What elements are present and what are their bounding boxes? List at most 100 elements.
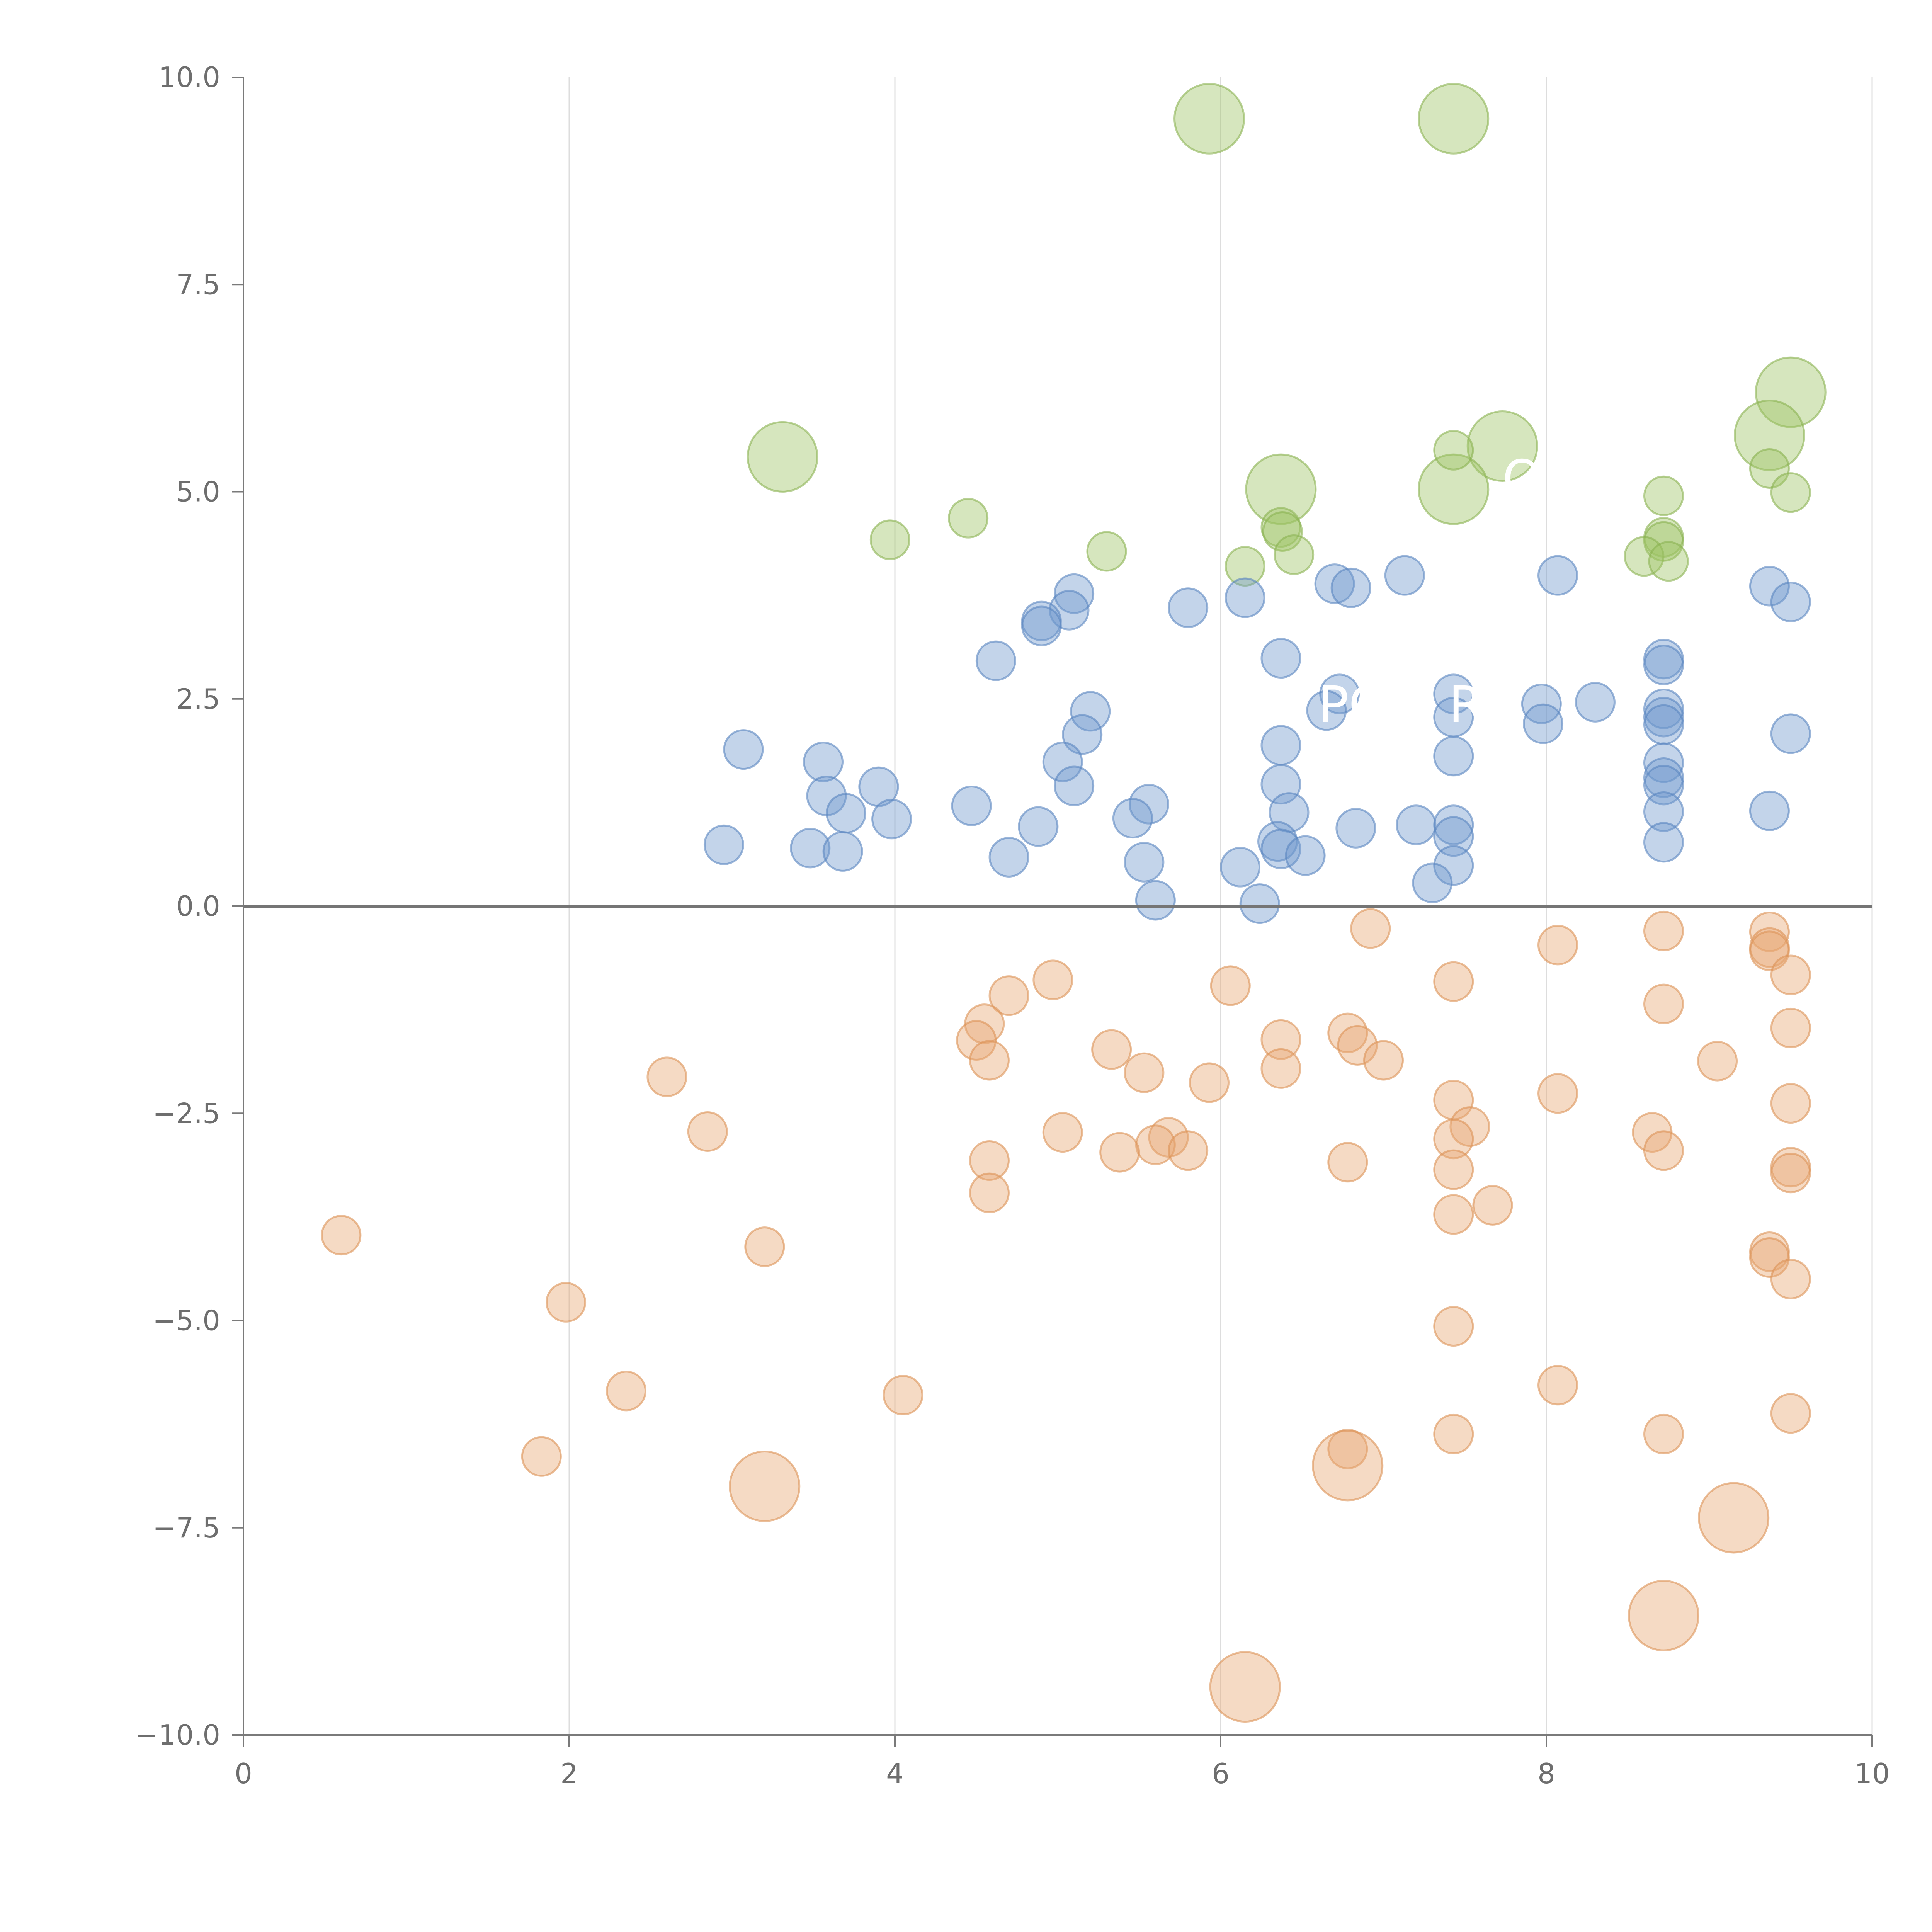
- green-point: [1770, 472, 1811, 513]
- axes: 10.0 7.5 5.0 2.5 0.0 −2.5 −5.0 −7.5 −10.0 0 2 4 6 8 10: [135, 61, 1889, 1790]
- blue-point: [1168, 587, 1209, 628]
- orange-point: [1350, 908, 1391, 949]
- orange-point: [1770, 1083, 1811, 1124]
- blue-point: [1433, 673, 1474, 714]
- orange-point: [969, 1040, 1010, 1081]
- orange-point: [1628, 1580, 1699, 1651]
- orange-point: [1770, 954, 1811, 995]
- blue-point: [1124, 842, 1165, 883]
- green-point: [1624, 536, 1665, 577]
- blue-point: [703, 824, 744, 865]
- orange-point: [1099, 1132, 1140, 1173]
- orange-point: [744, 1226, 785, 1267]
- blue-point: [1042, 742, 1083, 782]
- green-point: [1260, 507, 1301, 548]
- blue-point: [1749, 566, 1790, 607]
- blue-point: [1129, 784, 1170, 825]
- blue-point: [1643, 742, 1684, 783]
- green-point: [948, 498, 989, 539]
- orange-point: [883, 1375, 923, 1416]
- blue-point: [1285, 835, 1326, 876]
- blue-point: [1396, 804, 1437, 845]
- orange-point: [1698, 1482, 1770, 1554]
- x-tick-label: 4: [886, 1757, 904, 1790]
- blue-point: [871, 799, 912, 840]
- blue-point: [1260, 828, 1301, 869]
- blue-point: [1054, 573, 1095, 614]
- green-point: [1245, 453, 1317, 525]
- orange-point: [1643, 1413, 1684, 1454]
- blue-point: [1314, 563, 1355, 604]
- blue-point: [822, 831, 863, 872]
- orange-point: [1643, 1130, 1684, 1171]
- green-point: [1262, 511, 1303, 552]
- green-point: [1755, 356, 1827, 428]
- blue-point: [1643, 645, 1684, 685]
- x-tick-label: 2: [560, 1757, 578, 1790]
- orange-point: [1433, 1194, 1474, 1235]
- orange-point: [1643, 910, 1684, 951]
- green-point: [1466, 410, 1538, 482]
- blue-point: [1135, 880, 1176, 921]
- orange-point: [321, 1215, 362, 1256]
- blue-point: [803, 742, 844, 782]
- orange-point: [1537, 1365, 1578, 1406]
- orange-point: [1643, 983, 1684, 1024]
- orange-point: [1042, 1112, 1083, 1153]
- green-point: [1643, 475, 1684, 516]
- annotation-label: R: [1449, 675, 1483, 734]
- green-point: [1418, 83, 1490, 155]
- orange-point: [956, 1020, 997, 1061]
- blue-point: [1433, 845, 1474, 886]
- blue-point: [1643, 822, 1684, 863]
- blue-point: [1239, 883, 1280, 924]
- orange-point: [988, 975, 1029, 1016]
- blue-point: [1220, 847, 1261, 888]
- blue-point: [1537, 555, 1578, 596]
- blue-point: [1330, 567, 1371, 608]
- orange-point: [546, 1282, 587, 1323]
- blue-point: [1260, 638, 1301, 679]
- orange-point: [1135, 1124, 1176, 1165]
- blue-point: [1412, 862, 1453, 903]
- blue-point: [1770, 582, 1811, 622]
- blue-point: [951, 785, 992, 826]
- orange-point: [1091, 1029, 1132, 1070]
- green-point: [1648, 541, 1689, 582]
- blue-point: [1335, 808, 1376, 849]
- blue-point: [1643, 688, 1684, 729]
- green-point: [1433, 430, 1474, 471]
- orange-point: [1537, 925, 1578, 966]
- orange-point: [1209, 1651, 1281, 1723]
- blue-point: [1433, 736, 1474, 777]
- data-points: [321, 83, 1827, 1723]
- orange-point: [687, 1111, 728, 1152]
- annotations: PO R O: [1318, 449, 1542, 734]
- annotation-label: O: [1502, 449, 1542, 508]
- blue-point: [1384, 555, 1425, 596]
- blue-point: [1260, 725, 1301, 766]
- blue-point: [1433, 804, 1474, 845]
- blue-point: [723, 729, 764, 770]
- blue-point: [1070, 691, 1111, 732]
- orange-point: [969, 1140, 1010, 1181]
- orange-point: [1433, 1306, 1474, 1347]
- orange-point: [1770, 1153, 1811, 1194]
- y-tick-label: −5.0: [153, 1304, 220, 1337]
- orange-point: [1363, 1040, 1404, 1081]
- orange-point: [1210, 965, 1251, 1006]
- orange-point: [1770, 1007, 1811, 1048]
- x-tick-label: 6: [1212, 1757, 1230, 1790]
- orange-point: [646, 1056, 687, 1097]
- blue-point: [1575, 682, 1616, 723]
- orange-point: [606, 1371, 647, 1412]
- blue-point: [1054, 765, 1095, 806]
- orange-point: [1449, 1106, 1490, 1147]
- orange-point: [1472, 1185, 1513, 1226]
- orange-point: [969, 1172, 1010, 1213]
- orange-point: [1433, 1149, 1474, 1190]
- blue-point: [1018, 806, 1059, 847]
- green-point: [1086, 531, 1127, 572]
- orange-point: [1260, 1048, 1301, 1089]
- orange-point: [1697, 1041, 1738, 1082]
